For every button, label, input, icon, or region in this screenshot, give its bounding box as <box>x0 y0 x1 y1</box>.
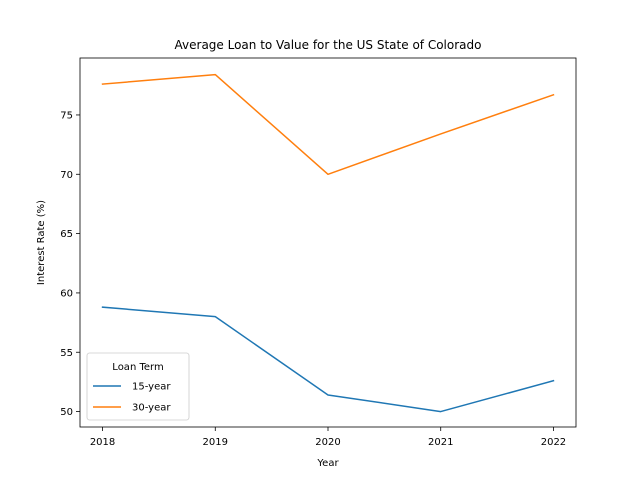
y-tick-label: 60 <box>60 288 73 299</box>
x-tick-label: 2021 <box>428 437 453 448</box>
y-tick-label: 50 <box>60 407 73 418</box>
x-tick-label: 2018 <box>90 437 115 448</box>
x-tick-label: 2020 <box>315 437 340 448</box>
x-tick-label: 2022 <box>541 437 566 448</box>
series-line-0 <box>101 306 555 413</box>
series-line-1 <box>101 73 555 176</box>
legend: Loan Term 15-year 30-year <box>86 352 190 421</box>
x-axis-label: Year <box>316 458 339 469</box>
y-tick-label: 55 <box>60 348 73 359</box>
x-tick-label: 2019 <box>203 437 228 448</box>
y-axis: 50 55 60 65 70 75 <box>60 110 80 418</box>
x-axis: 2018 2019 2020 2021 2022 <box>90 427 566 448</box>
legend-label-1: 30-year <box>132 403 171 414</box>
chart-title: Average Loan to Value for the US State o… <box>175 38 482 52</box>
legend-box <box>86 352 190 421</box>
legend-label-0: 15-year <box>132 382 171 393</box>
y-tick-label: 75 <box>60 110 73 121</box>
y-tick-label: 65 <box>60 229 73 240</box>
y-tick-label: 70 <box>60 170 73 181</box>
legend-title: Loan Term <box>112 362 163 373</box>
y-axis-label: Interest Rate (%) <box>36 200 47 285</box>
